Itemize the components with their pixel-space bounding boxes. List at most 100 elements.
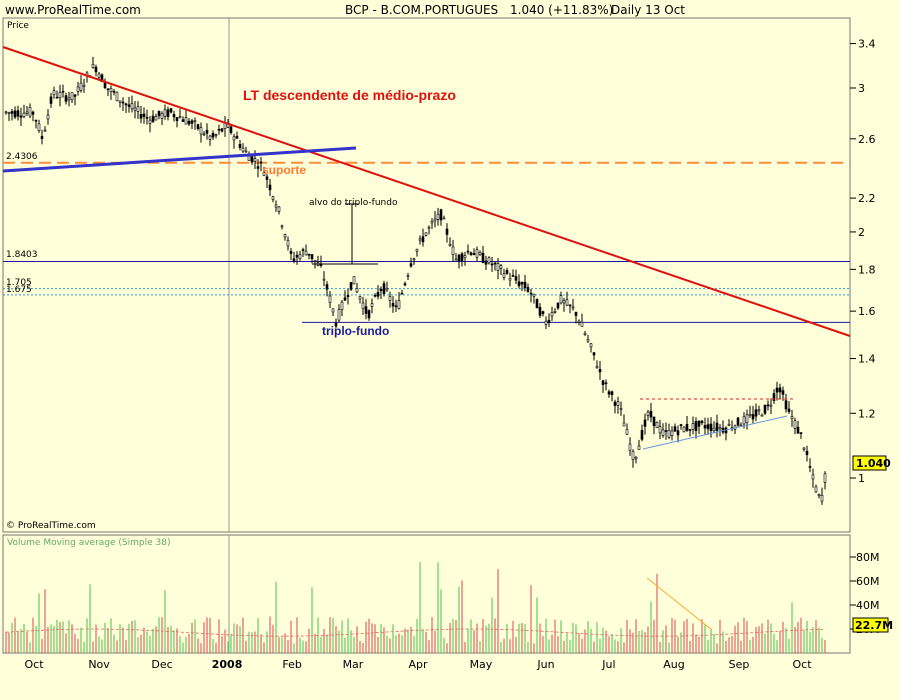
candle-body xyxy=(169,108,173,113)
candle-body xyxy=(187,120,191,125)
candle-body xyxy=(823,473,827,483)
candle-body xyxy=(106,88,110,91)
volume-bars xyxy=(5,562,826,653)
candle-body xyxy=(304,250,308,256)
candle-body xyxy=(64,95,68,102)
candle-body xyxy=(445,228,449,235)
candle-body xyxy=(577,320,581,323)
candle-body xyxy=(352,276,356,285)
candle-body xyxy=(811,474,815,480)
candle-body xyxy=(550,312,554,317)
candle-body xyxy=(634,456,638,460)
level-1-705-label: 1.705 xyxy=(6,278,32,288)
candle-body xyxy=(280,225,284,228)
volume-y-tick-label: 60M xyxy=(856,575,880,588)
medium-term-downtrend-line xyxy=(2,46,851,337)
x-tick-label: Feb xyxy=(282,658,301,671)
x-tick-label: Nov xyxy=(88,658,110,671)
candle-body xyxy=(268,184,272,191)
last-price-badge-text: 1.040 xyxy=(856,457,891,470)
candle-body xyxy=(211,133,215,138)
x-tick-label: Aug xyxy=(663,658,684,671)
candle-body xyxy=(172,114,176,118)
candle-body xyxy=(22,112,26,117)
candle-body xyxy=(661,429,665,436)
copyright-label: © ProRealTime.com xyxy=(6,521,96,531)
target-label: alvo do triplo-fundo xyxy=(309,198,398,208)
candle-body xyxy=(145,117,149,119)
candle-body xyxy=(109,88,113,92)
candle-body xyxy=(790,416,794,419)
candle-body xyxy=(490,263,494,266)
candle-body xyxy=(565,299,569,306)
candle-body xyxy=(238,144,242,148)
candle-body xyxy=(382,283,386,294)
candle-body xyxy=(67,97,71,101)
price-panel-label: Price xyxy=(7,21,29,31)
y-tick-label: 3 xyxy=(858,82,865,95)
candle-body xyxy=(235,135,239,139)
candle-body xyxy=(412,258,416,261)
candle-body xyxy=(7,112,11,114)
candle-body xyxy=(355,287,359,293)
candle-body xyxy=(757,409,761,412)
candle-body xyxy=(697,420,701,427)
candle-body xyxy=(70,92,74,101)
candle-body xyxy=(619,408,623,410)
candle-body xyxy=(397,300,401,309)
candle-body xyxy=(394,305,398,308)
x-tick-label: Mar xyxy=(343,658,364,671)
candle-body xyxy=(712,427,716,432)
candle-body xyxy=(439,209,443,221)
x-tick-label: Dec xyxy=(151,658,172,671)
candle-body xyxy=(178,116,182,118)
candle-body xyxy=(760,414,764,417)
candle-body xyxy=(421,236,425,243)
candle-body xyxy=(814,486,818,493)
candle-body xyxy=(766,404,770,407)
candle-body xyxy=(787,408,791,412)
y-tick-label: 1 xyxy=(858,472,865,485)
candle-body xyxy=(367,310,371,319)
volume-panel-label: Volume Moving average (Simple 38) xyxy=(7,538,170,548)
candle-body xyxy=(586,339,590,342)
candle-body xyxy=(457,254,461,262)
candle-body xyxy=(607,391,611,395)
candle-body xyxy=(232,136,236,141)
last-price-badge xyxy=(852,455,887,471)
candle-body xyxy=(310,254,314,260)
candle-body xyxy=(286,240,290,247)
candle-body xyxy=(58,92,62,98)
candle-body xyxy=(265,176,269,180)
y-tick-label: 1.2 xyxy=(858,407,876,420)
candle-body xyxy=(346,295,350,298)
candle-body xyxy=(523,281,527,288)
x-tick-label: Oct xyxy=(792,658,812,671)
candle-body xyxy=(334,322,338,327)
candle-body xyxy=(328,295,332,304)
candle-body xyxy=(520,282,524,285)
candlestick-series xyxy=(4,56,827,505)
x-tick-label: Jul xyxy=(601,658,615,671)
candle-body xyxy=(604,382,608,385)
candle-body xyxy=(796,426,800,434)
candle-body xyxy=(496,263,500,271)
candle-body xyxy=(469,252,473,255)
candle-body xyxy=(160,113,164,119)
candle-body xyxy=(472,253,476,256)
candle-body xyxy=(676,430,680,436)
candle-body xyxy=(307,253,311,256)
candle-body xyxy=(112,90,116,93)
y-tick-label: 1.8 xyxy=(858,263,876,276)
candle-body xyxy=(409,263,413,267)
price-panel[interactable] xyxy=(2,17,851,533)
candle-body xyxy=(430,220,434,224)
candle-body xyxy=(184,117,188,125)
candle-body xyxy=(415,248,419,252)
instrument-title: BCP - B.COM.PORTUGUES xyxy=(345,3,498,17)
candle-body xyxy=(559,295,563,304)
site-header[interactable]: www.ProRealTime.com xyxy=(5,3,141,17)
candle-body xyxy=(403,283,407,286)
candle-body xyxy=(34,119,38,122)
candle-body xyxy=(562,299,566,304)
